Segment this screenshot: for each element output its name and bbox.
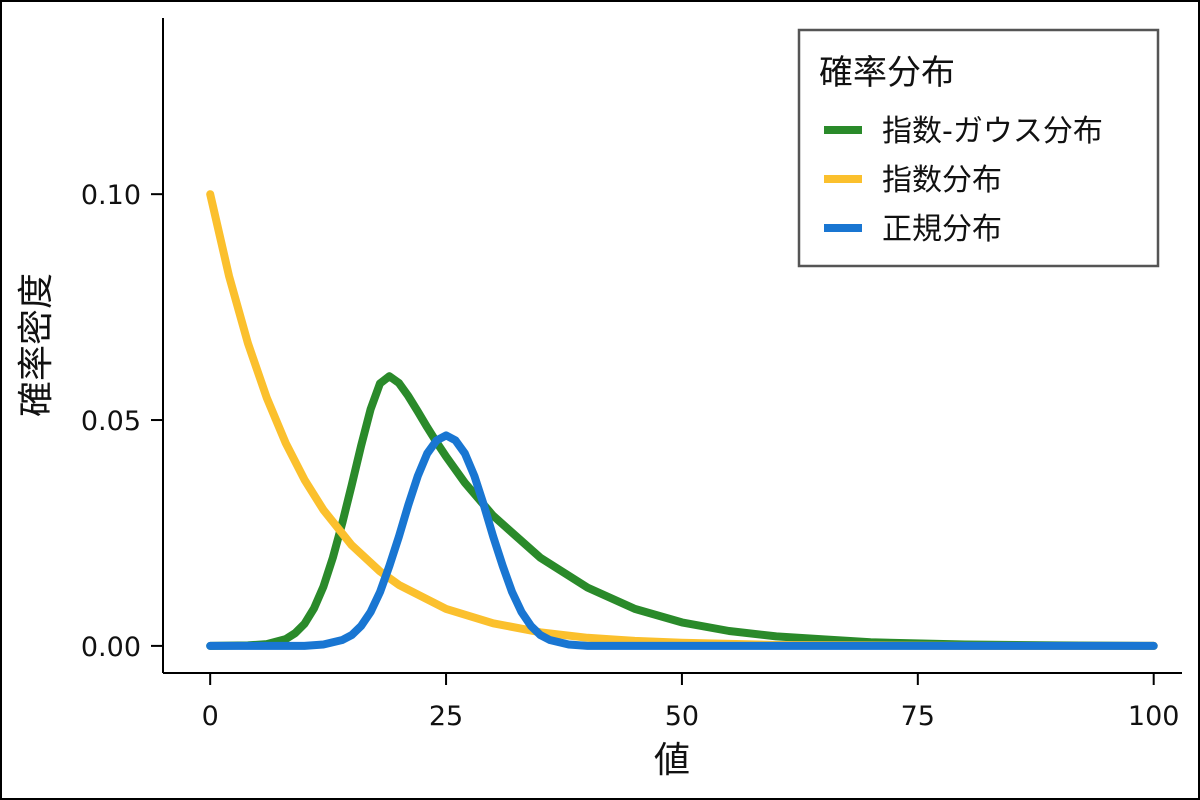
y-tick-label: 0.05 xyxy=(81,406,141,437)
x-axis-label: 値 xyxy=(654,740,690,781)
series-line-3 xyxy=(206,431,1158,650)
x-tick-label: 25 xyxy=(429,701,463,732)
x-tick-label: 75 xyxy=(901,701,935,732)
legend-label-1: 指数-ガウス分布 xyxy=(882,114,1103,149)
legend-title: 確率分布 xyxy=(819,53,955,93)
y-tick-label: 0.00 xyxy=(81,632,141,663)
axes: 0 25 50 75 100 0.00 0.05 0.10 xyxy=(81,18,1182,732)
y-axis-label: 確率密度 xyxy=(16,273,57,417)
series-layer xyxy=(206,190,1158,650)
x-tick-label: 0 xyxy=(202,701,219,732)
y-tick-label: 0.10 xyxy=(81,180,141,211)
legend-label-2: 指数分布 xyxy=(882,163,1002,198)
x-tick-label: 50 xyxy=(665,701,699,732)
x-tick-label: 100 xyxy=(1128,701,1180,732)
legend-label-3: 正規分布 xyxy=(882,212,1002,247)
series-line-1 xyxy=(206,372,1158,650)
